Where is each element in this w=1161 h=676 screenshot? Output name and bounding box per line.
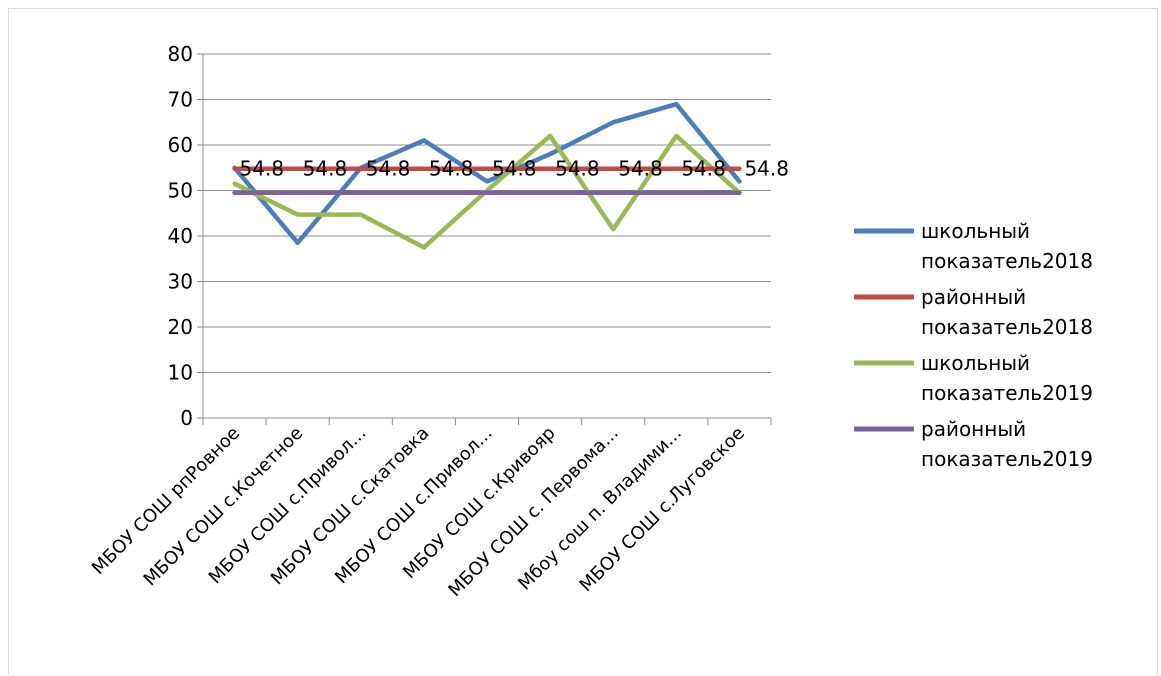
line-chart: 0 10 20 30 40 50 60 70 80 МБОУ СОШ рпРовноеМБОУ … [88,42,1093,601]
data-label: 54.8 [240,157,285,181]
y-tick-label: 30 [168,270,193,294]
series-line [232,101,742,246]
legend-label: районный показатель2019 [921,417,1093,471]
legend-label: школьный показатель2019 [921,351,1093,405]
data-label: 54.8 [744,157,789,181]
y-axis-ticks: 0 10 20 30 40 50 60 70 80 [168,42,203,430]
data-label: 54.8 [555,157,600,181]
data-label: 54.8 [429,157,474,181]
chart-frame: 0 10 20 30 40 50 60 70 80 МБОУ СОШ рпРовное МБОУ … [8,8,1158,675]
y-tick-label: 20 [168,315,193,339]
gridlines [203,53,771,419]
data-label: 54.8 [492,157,537,181]
y-tick-label: 80 [168,42,193,66]
data-label: 54.8 [303,157,348,181]
y-tick-label: 50 [168,179,193,203]
legend: школьный показатель2018 районный показатель… [854,219,1093,471]
y-tick-label: 40 [168,224,193,248]
legend-label: районный показатель2018 [921,285,1093,339]
data-label: 54.8 [366,157,411,181]
data-label: 54.8 [618,157,663,181]
legend-label: школьный показатель2018 [921,219,1093,273]
data-label: 54.8 [681,157,726,181]
series-lines [232,101,742,250]
data-labels: 54.8 54.8 54.8 54.8 54.8 54.8 54.8 54.8 54.8 [240,157,789,181]
y-tick-label: 60 [168,133,193,157]
y-tick-label: 70 [168,88,193,112]
y-tick-label: 10 [168,361,193,385]
y-tick-label: 0 [180,406,193,430]
